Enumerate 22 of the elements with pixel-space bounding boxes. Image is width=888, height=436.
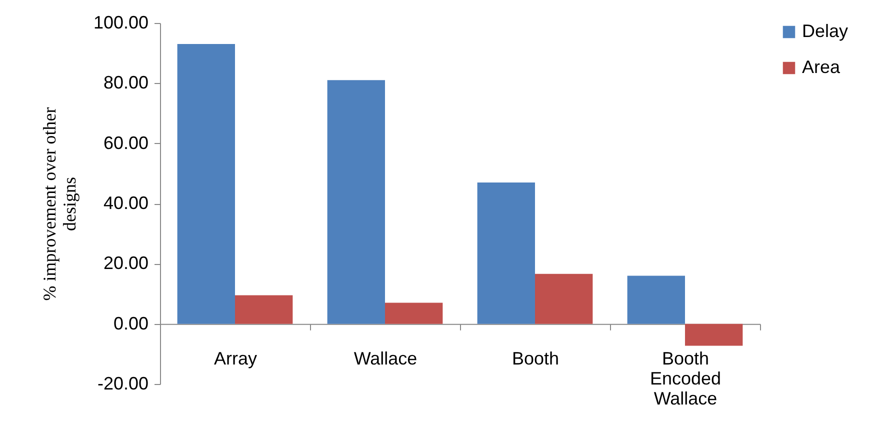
bar (685, 324, 743, 346)
x-tick-label: Array (214, 348, 258, 368)
x-tick-label: Booth Encoded Wallace (650, 348, 722, 408)
bar (235, 295, 293, 324)
y-tick-label: 0.00 (113, 313, 148, 334)
bar (327, 80, 385, 324)
y-tick-label: 60.00 (103, 132, 148, 153)
bar (477, 182, 535, 324)
y-tick-label: 20.00 (103, 253, 148, 274)
bar (627, 276, 685, 324)
y-tick-label: 80.00 (103, 72, 148, 93)
bar (177, 44, 235, 324)
y-tick-label: 100.00 (93, 12, 148, 32)
bar (385, 302, 443, 324)
y-axis-title: % improvement over other designs (39, 107, 80, 301)
y-tick-label: 40.00 (103, 193, 148, 213)
legend-label: Delay (802, 21, 848, 41)
legend-label: Area (802, 57, 842, 77)
x-tick-label: Wallace (354, 348, 418, 368)
y-tick-label: -20.00 (97, 374, 148, 394)
x-tick-label: Booth (512, 348, 560, 368)
bar (535, 274, 593, 324)
